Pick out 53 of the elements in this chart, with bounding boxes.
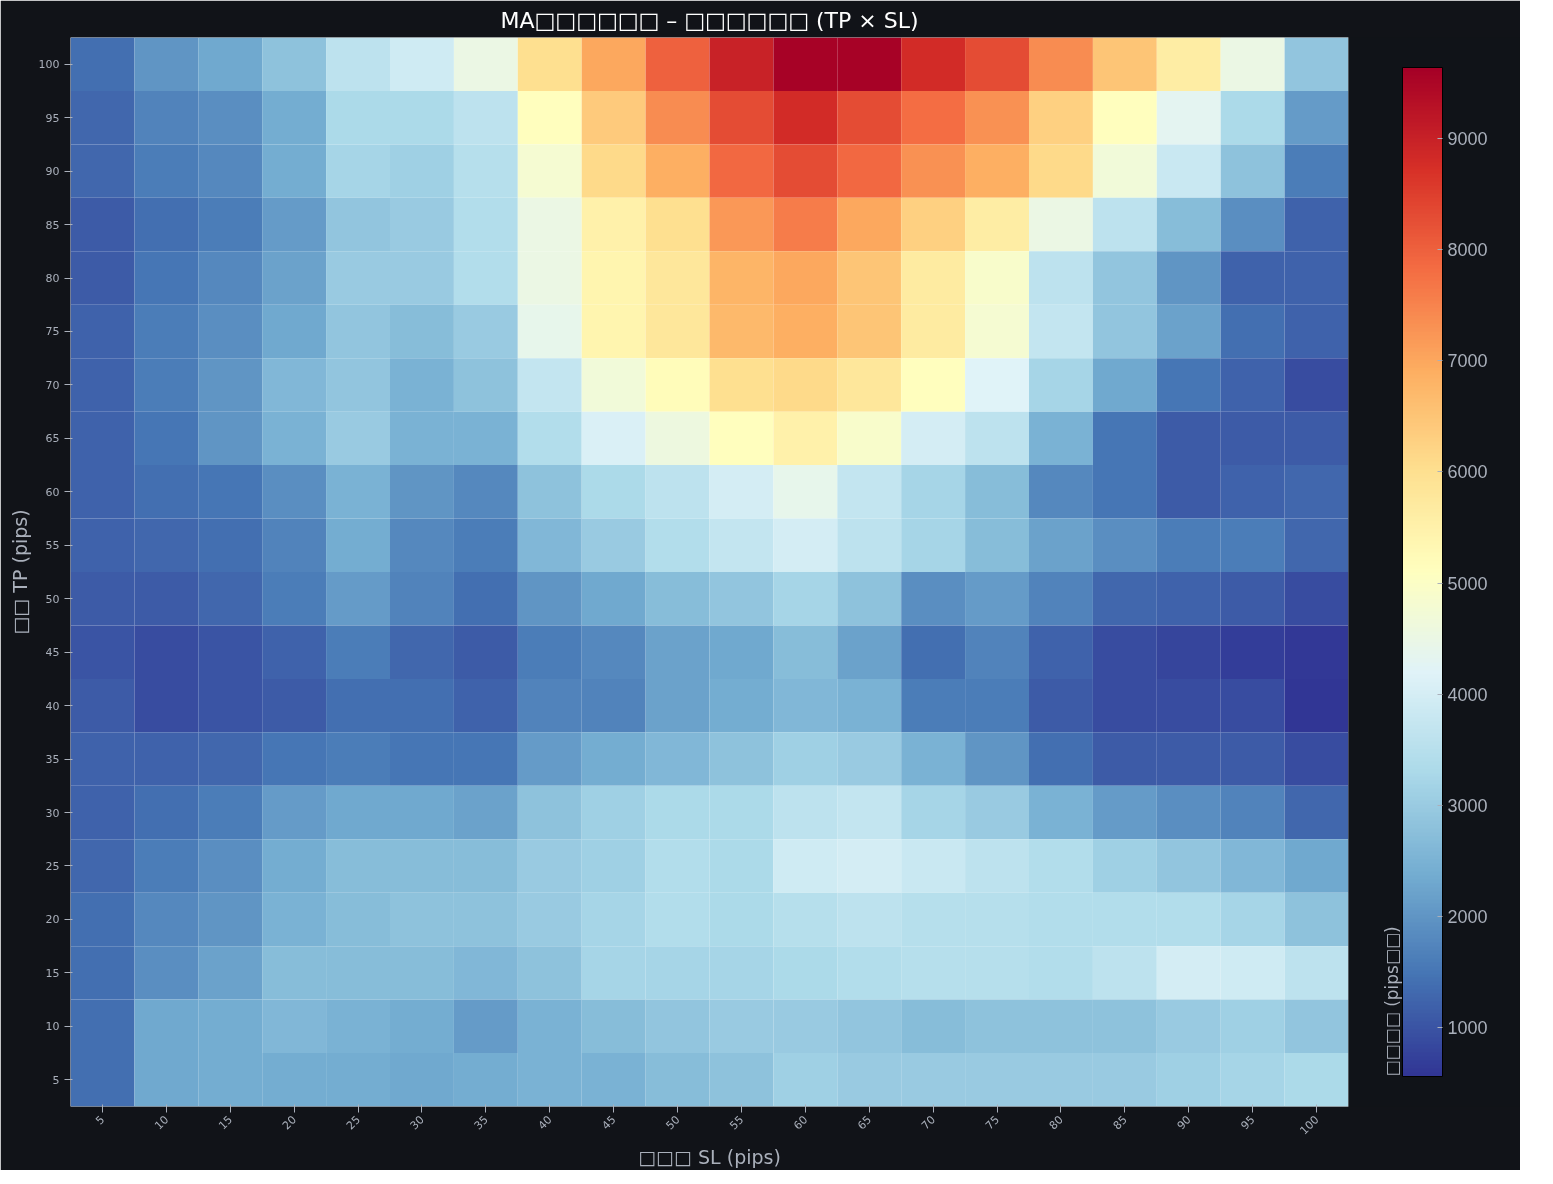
color-bar-label: 9000	[1447, 129, 1488, 150]
x-tick-label: 50	[663, 1113, 683, 1133]
color-bar-label: 8000	[1447, 240, 1488, 261]
y-tick-label: 45	[45, 646, 60, 660]
y-tick-label: 70	[45, 378, 60, 392]
y-tick-label: 40	[45, 699, 60, 713]
y-tick-label: 95	[45, 111, 60, 125]
color-bar-label: 3000	[1447, 795, 1488, 816]
y-tick-label: 85	[45, 218, 60, 232]
y-tick-label: 35	[45, 753, 60, 767]
chart-title: MA□□□□□□ – □□□□□□ (TP × SL)	[500, 7, 919, 33]
color-bar-label: 5000	[1447, 573, 1488, 594]
x-tick-label: 95	[1238, 1113, 1258, 1133]
y-tick-label: 75	[45, 325, 60, 339]
y-tick-label: 60	[45, 485, 60, 499]
x-tick-label: 5	[93, 1113, 108, 1128]
y-tick-label: 15	[45, 966, 60, 980]
color-bar-title: □□□□ (pips□□)	[1381, 926, 1402, 1077]
x-tick-label: 40	[535, 1113, 555, 1133]
x-axis-title: □□□ SL (pips)	[638, 1146, 781, 1168]
y-tick-label: 10	[45, 1020, 60, 1034]
x-tick-label: 80	[1046, 1113, 1066, 1133]
color-bar-label: 2000	[1447, 906, 1488, 927]
y-tick-label: 25	[45, 859, 60, 873]
x-tick-label: 45	[599, 1113, 619, 1133]
x-tick-label: 25	[343, 1113, 363, 1133]
x-tick-label: 90	[1174, 1113, 1194, 1133]
color-bar-label: 6000	[1447, 462, 1488, 483]
y-tick-label: 50	[45, 592, 60, 606]
color-bar-label: 7000	[1447, 351, 1488, 372]
y-tick-label: 100	[38, 58, 60, 72]
y-tick-label: 55	[45, 539, 60, 553]
x-tick-label: 15	[216, 1113, 236, 1133]
x-tick-label: 85	[1110, 1113, 1130, 1133]
x-tick-label: 100	[1297, 1113, 1322, 1138]
y-tick-label: 30	[45, 806, 60, 820]
x-tick-label: 35	[471, 1113, 491, 1133]
x-tick-label: 30	[407, 1113, 427, 1133]
y-axis-title: □□ TP (pips)	[8, 509, 31, 635]
x-tick-label: 10	[152, 1113, 172, 1133]
y-tick-label: 20	[45, 913, 60, 927]
x-tick-label: 20	[280, 1113, 300, 1133]
color-bar-label: 4000	[1447, 684, 1488, 705]
x-tick-label: 75	[982, 1113, 1002, 1133]
y-tick-label: 90	[45, 165, 60, 179]
y-tick-label: 65	[45, 432, 60, 446]
x-tick-label: 70	[919, 1113, 939, 1133]
color-bar-label: 1000	[1447, 1018, 1488, 1039]
y-tick-label: 80	[45, 272, 60, 286]
x-tick-label: 55	[727, 1113, 747, 1133]
y-tick-label: 5	[52, 1073, 60, 1087]
x-tick-label: 60	[791, 1113, 811, 1133]
x-tick-label: 65	[855, 1113, 875, 1133]
